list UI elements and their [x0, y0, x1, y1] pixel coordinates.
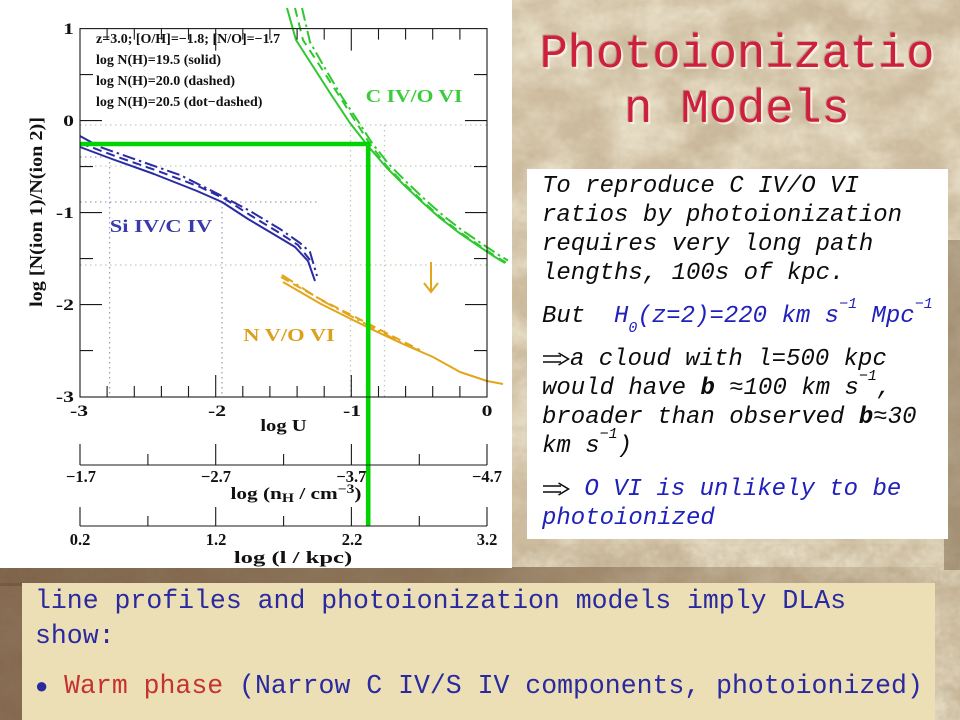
svg-text:log N(H)=20.0 (dashed): log N(H)=20.0 (dashed)	[96, 74, 235, 89]
svg-text:2.2: 2.2	[342, 530, 363, 549]
svg-text:z=3.0; [O/H]=−1.8; [N/O]=−1.7: z=3.0; [O/H]=−1.8; [N/O]=−1.7	[96, 32, 280, 47]
svg-text:Si IV/C IV: Si IV/C IV	[110, 217, 213, 236]
svg-text:log (l / kpc): log (l / kpc)	[234, 548, 352, 567]
svg-text:-3: -3	[70, 403, 88, 420]
svg-text:N V/O VI: N V/O VI	[243, 326, 335, 345]
svg-text:-1: -1	[343, 403, 361, 420]
svg-text:−4.7: −4.7	[472, 467, 502, 486]
svg-text:0.2: 0.2	[70, 530, 91, 549]
svg-text:−1.7: −1.7	[66, 467, 96, 486]
svg-text:0: 0	[63, 113, 74, 130]
svg-text:1.2: 1.2	[206, 530, 227, 549]
svg-text:−2.7: −2.7	[201, 467, 231, 486]
svg-text:log U: log U	[260, 417, 307, 436]
svg-text:-2: -2	[208, 403, 226, 420]
svg-text:3.2: 3.2	[477, 530, 498, 549]
svg-text:-3: -3	[56, 389, 74, 406]
svg-text:-1: -1	[56, 205, 74, 222]
svg-text:log [N(ion 1)/N(ion 2)]: log [N(ion 1)/N(ion 2)]	[27, 117, 47, 307]
svg-text:1: 1	[63, 21, 74, 38]
svg-text:0: 0	[482, 403, 493, 420]
svg-text:-2: -2	[56, 297, 74, 314]
svg-text:log N(H)=19.5 (solid): log N(H)=19.5 (solid)	[96, 53, 221, 68]
svg-text:−3.7: −3.7	[336, 467, 366, 486]
svg-text:C IV/O VI: C IV/O VI	[366, 87, 463, 107]
svg-text:log (nH / cm−3): log (nH / cm−3)	[231, 482, 362, 505]
svg-text:log N(H)=20.5 (dot−dashed): log N(H)=20.5 (dot−dashed)	[96, 95, 263, 110]
